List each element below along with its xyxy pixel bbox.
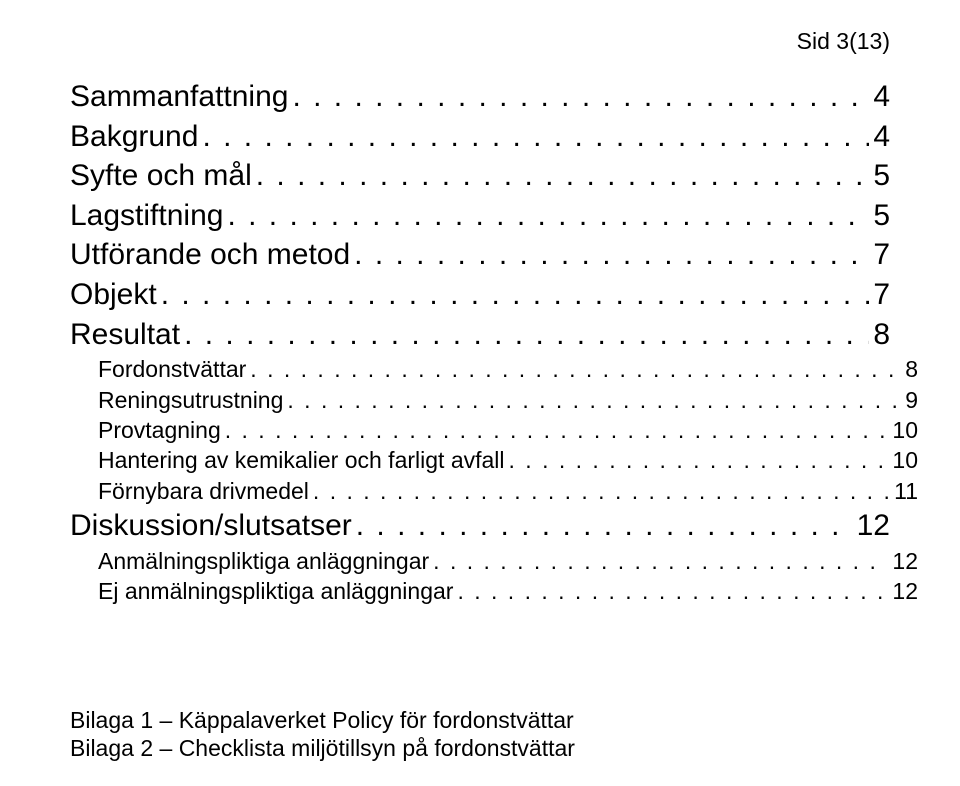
toc-entry: Diskussion/slutsatser. . . . . . . . . .… [70,506,890,546]
toc-entry-page: 10 [888,445,918,475]
toc-leader-dots: . . . . . . . . . . . . . . . . . . . . … [221,415,889,445]
toc-entry-title: Diskussion/slutsatser [70,506,352,546]
toc-entry: Provtagning. . . . . . . . . . . . . . .… [70,415,918,445]
toc-leader-dots: . . . . . . . . . . . . . . . . . . . . … [429,546,888,576]
toc-entry: Syfte och mål. . . . . . . . . . . . . .… [70,156,890,196]
toc-entry: Lagstiftning. . . . . . . . . . . . . . … [70,196,890,236]
toc-entry-page: 7 [869,275,890,315]
toc-entry-title: Provtagning [98,415,221,445]
toc-entry: Bakgrund. . . . . . . . . . . . . . . . … [70,117,890,157]
toc-entry-page: 12 [888,576,918,606]
toc-entry-page: 9 [901,385,918,415]
toc-entry-title: Ej anmälningspliktiga anläggningar [98,576,453,606]
table-of-contents: Sammanfattning. . . . . . . . . . . . . … [70,77,890,606]
toc-entry-page: 12 [888,546,918,576]
toc-entry-title: Sammanfattning [70,77,288,117]
toc-leader-dots: . . . . . . . . . . . . . . . . . . . . … [223,196,869,236]
toc-entry-title: Bakgrund [70,117,198,157]
toc-leader-dots: . . . . . . . . . . . . . . . . . . . . … [246,354,901,384]
toc-leader-dots: . . . . . . . . . . . . . . . . . . . . … [157,275,870,315]
toc-leader-dots: . . . . . . . . . . . . . . . . . . . . … [505,445,889,475]
toc-entry-title: Reningsutrustning [98,385,283,415]
toc-leader-dots: . . . . . . . . . . . . . . . . . . . . … [288,77,869,117]
toc-leader-dots: . . . . . . . . . . . . . . . . . . . . … [252,156,870,196]
toc-entry-page: 5 [869,156,890,196]
appendix-list: Bilaga 1 – Käppalaverket Policy för ford… [70,706,890,762]
toc-leader-dots: . . . . . . . . . . . . . . . . . . . . … [309,476,890,506]
toc-entry-page: 8 [869,315,890,355]
toc-entry: Resultat. . . . . . . . . . . . . . . . … [70,315,890,355]
toc-leader-dots: . . . . . . . . . . . . . . . . . . . . … [198,117,869,157]
toc-entry-title: Objekt [70,275,157,315]
toc-entry-title: Syfte och mål [70,156,252,196]
toc-entry: Ej anmälningspliktiga anläggningar. . . … [70,576,918,606]
toc-entry-page: 12 [853,506,890,546]
toc-entry: Anmälningspliktiga anläggningar. . . . .… [70,546,918,576]
toc-entry: Sammanfattning. . . . . . . . . . . . . … [70,77,890,117]
toc-leader-dots: . . . . . . . . . . . . . . . . . . . . … [453,576,888,606]
toc-entry-page: 11 [890,476,918,506]
toc-entry-title: Hantering av kemikalier och farligt avfa… [98,445,505,475]
toc-entry-page: 4 [869,117,890,157]
toc-entry-page: 10 [888,415,918,445]
toc-entry: Reningsutrustning. . . . . . . . . . . .… [70,385,918,415]
document-page: Sid 3(13) Sammanfattning. . . . . . . . … [0,0,960,786]
toc-leader-dots: . . . . . . . . . . . . . . . . . . . . … [352,506,853,546]
toc-leader-dots: . . . . . . . . . . . . . . . . . . . . … [180,315,869,355]
toc-leader-dots: . . . . . . . . . . . . . . . . . . . . … [350,235,869,275]
toc-entry-page: 8 [901,354,918,384]
toc-entry-title: Resultat [70,315,180,355]
toc-entry-title: Förnybara drivmedel [98,476,309,506]
toc-leader-dots: . . . . . . . . . . . . . . . . . . . . … [283,385,901,415]
toc-entry: Förnybara drivmedel. . . . . . . . . . .… [70,476,918,506]
toc-entry: Utförande och metod. . . . . . . . . . .… [70,235,890,275]
page-number-header: Sid 3(13) [70,28,890,55]
toc-entry-title: Utförande och metod [70,235,350,275]
toc-entry: Objekt. . . . . . . . . . . . . . . . . … [70,275,890,315]
toc-entry-title: Fordonstvättar [98,354,246,384]
appendix-line: Bilaga 2 – Checklista miljötillsyn på fo… [70,734,890,762]
toc-entry: Fordonstvättar. . . . . . . . . . . . . … [70,354,918,384]
toc-entry-page: 5 [869,196,890,236]
toc-entry-page: 4 [869,77,890,117]
toc-entry-title: Anmälningspliktiga anläggningar [98,546,429,576]
toc-entry-title: Lagstiftning [70,196,223,236]
toc-entry-page: 7 [869,235,890,275]
toc-entry: Hantering av kemikalier och farligt avfa… [70,445,918,475]
appendix-line: Bilaga 1 – Käppalaverket Policy för ford… [70,706,890,734]
